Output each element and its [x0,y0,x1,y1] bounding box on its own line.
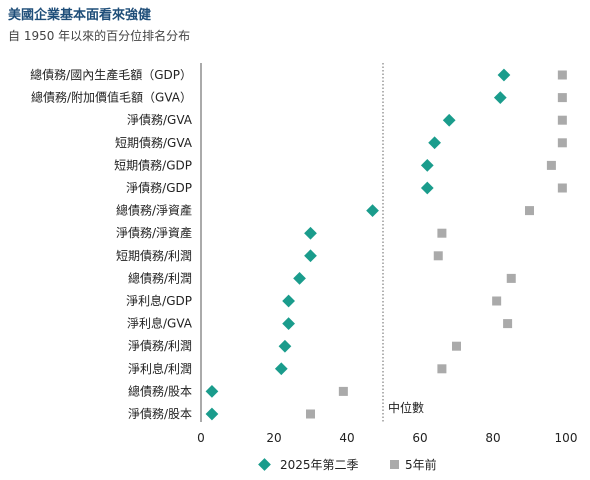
marker-5y [306,410,315,419]
marker-5y [547,161,556,170]
marker-current [275,362,288,375]
marker-current [206,385,219,398]
marker-current [494,91,507,104]
category-label: 總債務/附加價值毛額（GVA） [31,90,192,105]
legend-label-current: 2025年第二季 [280,458,359,472]
marker-5y [558,71,567,80]
legend-marker-current [258,458,271,471]
marker-5y [452,342,461,351]
marker-5y [503,319,512,328]
marker-current [428,136,441,149]
marker-5y [558,184,567,193]
marker-5y [437,229,446,238]
category-labels: 總債務/國內生產毛額（GDP） 總債務/附加價值毛額（GVA） 淨債務/GVA 短期債… [30,67,193,421]
legend-label-5y: 5年前 [405,457,437,472]
marker-current [282,295,295,308]
x-tick-label: 40 [339,431,354,445]
marker-current [282,317,295,330]
category-label: 短期債務/GDP [114,157,192,172]
category-label: 淨債務/淨資產 [116,225,192,240]
marker-5y [437,364,446,373]
marker-5y [525,206,534,215]
x-tick-label: 20 [266,431,281,445]
x-tick-labels: 0 20 40 60 80 100 [197,431,577,445]
marker-5y [558,93,567,102]
marker-5y [492,297,501,306]
legend-marker-5y [390,460,399,469]
marker-5y [558,116,567,125]
marker-current [366,204,379,217]
category-label: 短期債務/GVA [115,135,193,150]
marker-5y [507,274,516,283]
marker-current [279,340,292,353]
marker-5y [434,251,443,260]
marker-current [421,182,434,195]
category-label: 總債務/股本 [128,383,192,398]
median-label: 中位數 [388,400,424,415]
marker-current [498,69,511,82]
marker-current [293,272,306,285]
legend: 2025年第二季 5年前 [258,457,437,472]
marker-current [304,249,317,262]
marker-5y [558,138,567,147]
marker-current [206,408,219,421]
x-tick-label: 80 [485,431,500,445]
category-label: 淨債務/股本 [128,406,192,421]
category-label: 淨利息/GDP [126,293,192,308]
marker-current [443,114,456,127]
category-label: 淨利息/利潤 [128,361,192,376]
category-label: 淨債務/GDP [126,180,192,195]
data-markers [206,69,567,421]
marker-current [304,227,317,240]
category-label: 總債務/利潤 [128,270,192,285]
marker-5y [339,387,348,396]
category-label: 短期債務/利潤 [116,248,192,263]
x-tick-label: 60 [412,431,427,445]
category-label: 淨利息/GVA [127,316,193,331]
category-label: 淨債務/利潤 [128,338,192,353]
x-tick-label: 100 [555,431,578,445]
category-label: 淨債務/GVA [127,112,193,127]
category-label: 總債務/淨資產 [116,203,192,218]
category-label: 總債務/國內生產毛額（GDP） [30,67,192,82]
marker-current [421,159,434,172]
x-tick-label: 0 [197,431,205,445]
